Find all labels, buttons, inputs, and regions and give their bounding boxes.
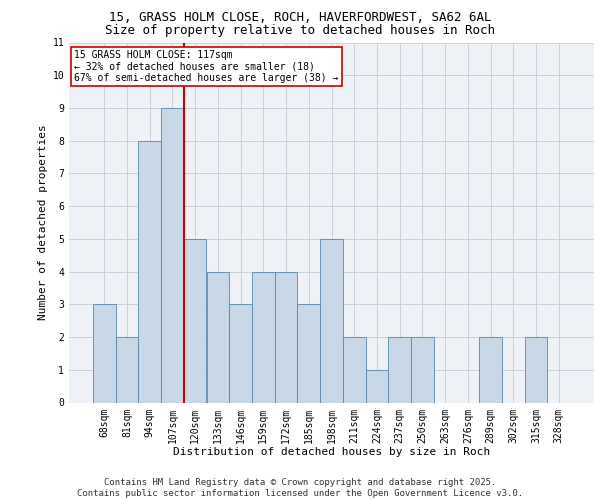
Bar <box>93 304 116 402</box>
Bar <box>411 337 434 402</box>
Bar <box>161 108 184 403</box>
Bar <box>479 337 502 402</box>
Bar <box>343 337 365 402</box>
Bar <box>184 239 206 402</box>
Bar <box>275 272 298 402</box>
Bar <box>229 304 252 402</box>
Bar <box>139 140 161 402</box>
Bar <box>388 337 411 402</box>
Text: 15, GRASS HOLM CLOSE, ROCH, HAVERFORDWEST, SA62 6AL: 15, GRASS HOLM CLOSE, ROCH, HAVERFORDWES… <box>109 11 491 24</box>
Bar <box>524 337 547 402</box>
Bar <box>206 272 229 402</box>
Text: Size of property relative to detached houses in Roch: Size of property relative to detached ho… <box>105 24 495 37</box>
Text: Contains HM Land Registry data © Crown copyright and database right 2025.
Contai: Contains HM Land Registry data © Crown c… <box>77 478 523 498</box>
Bar <box>365 370 388 402</box>
Bar <box>252 272 275 402</box>
Bar <box>298 304 320 402</box>
Text: 15 GRASS HOLM CLOSE: 117sqm
← 32% of detached houses are smaller (18)
67% of sem: 15 GRASS HOLM CLOSE: 117sqm ← 32% of det… <box>74 50 338 83</box>
Y-axis label: Number of detached properties: Number of detached properties <box>38 124 48 320</box>
X-axis label: Distribution of detached houses by size in Roch: Distribution of detached houses by size … <box>173 447 490 457</box>
Bar <box>320 239 343 402</box>
Bar <box>116 337 139 402</box>
